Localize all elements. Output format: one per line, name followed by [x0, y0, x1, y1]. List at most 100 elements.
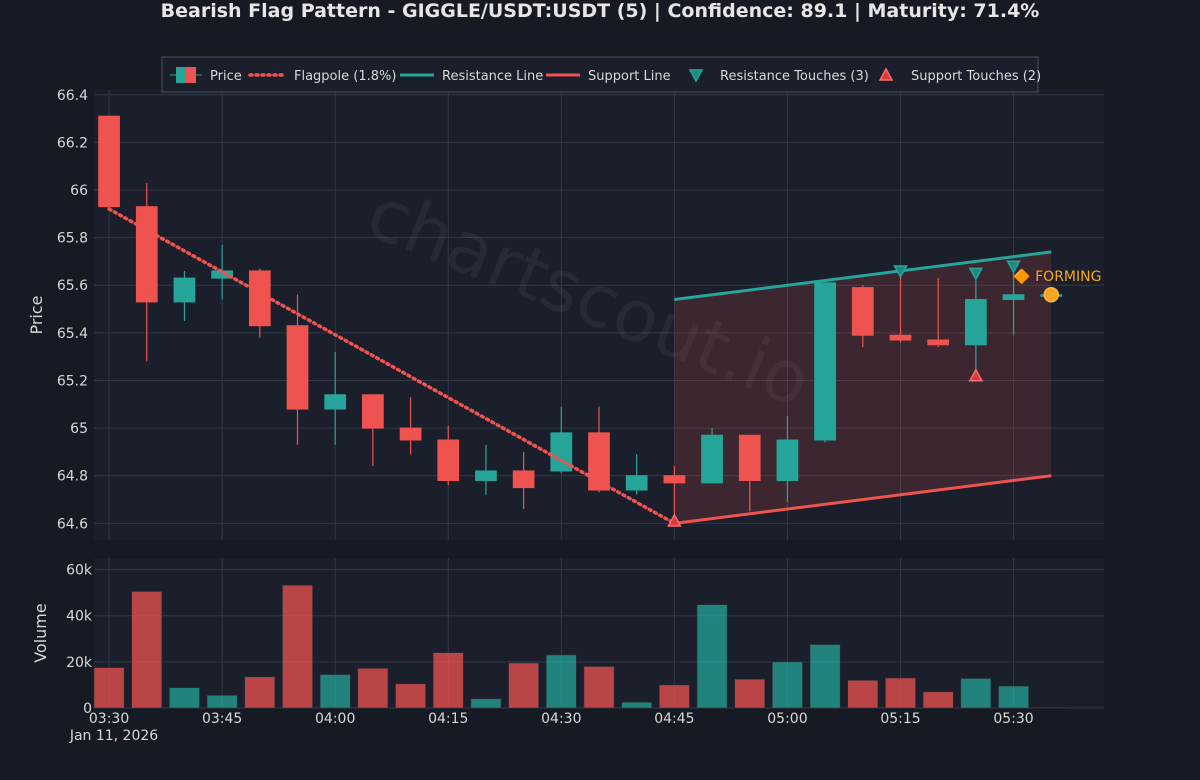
- price-axis-ticks: 64.6 64.8 65 65.2 65.4 65.6 65.8 66 66.2 66.4: [57, 88, 88, 533]
- volume-axis-ticks: 0 20k 40k 60k: [66, 563, 93, 717]
- legend-box: [161, 56, 1039, 93]
- candle-body-up: [550, 432, 573, 472]
- candle-body-down: [135, 206, 158, 303]
- candle-body-down: [98, 115, 120, 208]
- candle-body-up: [776, 439, 799, 481]
- candle-body-up: [1002, 294, 1025, 301]
- volume-bar-up: [470, 698, 502, 709]
- pattern-lines-layer: [107, 207, 1052, 526]
- price-tick-label: 65.2: [57, 373, 88, 389]
- volume-bar-down: [508, 662, 540, 709]
- resistance-touch-marker: [968, 267, 984, 281]
- volume-bar-up: [319, 674, 351, 709]
- price-tick-label: 66.2: [57, 135, 88, 151]
- volume-bar-down: [847, 680, 879, 709]
- legend-label: Flagpole (1.8%): [294, 69, 396, 84]
- time-tick-label: 04:30: [541, 711, 581, 727]
- volume-bar-up: [772, 661, 803, 709]
- legend-label: Resistance Line: [442, 69, 543, 84]
- volume-bar-down: [244, 676, 276, 709]
- candle-body-up: [475, 470, 497, 481]
- date-label: Jan 11, 2026: [69, 728, 158, 744]
- volume-bar-up: [621, 701, 653, 709]
- volume-bar-down: [583, 666, 615, 709]
- time-axis-ticks: 03:30 03:45 04:00 04:15 04:30 04:45 05:00 05:15…: [89, 711, 1034, 727]
- flagpole-line: [107, 207, 677, 526]
- candle-body-down: [588, 432, 610, 491]
- volume-bar-down: [734, 678, 766, 709]
- candle-body-down: [512, 470, 535, 489]
- candle-body-down: [663, 475, 686, 484]
- volume-bar-up: [998, 685, 1029, 709]
- volume-tick-label: 0: [83, 701, 92, 717]
- volume-bar-up: [545, 654, 577, 709]
- candle-body-up: [701, 434, 723, 484]
- volume-bar-down: [131, 591, 163, 709]
- candle-body-up: [625, 475, 648, 491]
- volume-bar-up: [809, 644, 841, 709]
- price-tick-label: 65.8: [57, 231, 88, 247]
- time-tick-label: 05:00: [767, 711, 807, 727]
- flag-pattern-layer: [674, 251, 1052, 524]
- candle-body-down: [889, 334, 912, 341]
- price-tick-label: 64.8: [57, 469, 88, 485]
- candle-body-down: [927, 339, 950, 346]
- support-touch-marker: [667, 513, 682, 527]
- price-tick-label: 66: [70, 183, 88, 199]
- price-grid: [94, 94, 1104, 524]
- volume-bar-down: [357, 668, 389, 709]
- candle-body-down: [362, 394, 384, 429]
- support-line: [674, 474, 1052, 525]
- candle-body-up: [324, 394, 347, 410]
- touch-markers-layer: 🔶 FORMING: [667, 260, 1101, 527]
- price-tick-label: 65.6: [57, 278, 88, 294]
- legend-price-swatch-down: [186, 67, 196, 83]
- time-tick-label: 04:45: [654, 711, 694, 727]
- price-tick-label: 66.4: [57, 88, 88, 104]
- legend-resistance-touch-swatch: [688, 69, 704, 83]
- volume-tick-label: 40k: [66, 609, 93, 625]
- chart-title: Bearish Flag Pattern - GIGGLE/USDT:USDT …: [161, 0, 1040, 22]
- time-tick-label: 05:30: [993, 711, 1033, 727]
- legend-label: Support Line: [588, 69, 671, 84]
- resistance-line: [674, 250, 1052, 302]
- volume-bar-down: [885, 677, 916, 709]
- candle-body-up: [814, 282, 836, 441]
- pattern-status-label: 🔶 FORMING: [1013, 268, 1101, 285]
- support-touch-marker: [968, 368, 984, 382]
- volume-bar-down: [922, 691, 954, 709]
- legend-support-touch-swatch: [878, 67, 894, 81]
- volume-bar-down: [395, 683, 426, 709]
- volume-tick-label: 60k: [66, 563, 93, 579]
- volume-tick-label: 20k: [66, 655, 93, 671]
- candle-body-down: [437, 439, 460, 481]
- volume-bar-up: [696, 604, 728, 709]
- volume-bar-up: [169, 687, 200, 709]
- volume-bars-layer: [93, 584, 1067, 709]
- current-price-dot: [1043, 287, 1059, 303]
- resistance-touch-marker: [1006, 260, 1021, 274]
- volume-axis-title: Volume: [31, 603, 50, 663]
- volume-bar-down: [93, 667, 125, 709]
- candle-body-down: [399, 427, 422, 441]
- time-tick-label: 05:15: [880, 711, 920, 727]
- volume-bar-up: [960, 678, 992, 709]
- volume-bar-down: [282, 584, 313, 709]
- price-tick-label: 65.4: [57, 326, 88, 342]
- legend-price-swatch-up: [176, 67, 186, 83]
- volume-bar-up: [206, 695, 238, 709]
- time-tick-label: 03:45: [202, 711, 242, 727]
- candle-body-down: [248, 270, 271, 327]
- candle-body-down: [738, 434, 761, 481]
- resistance-touch-marker: [893, 265, 908, 279]
- price-tick-label: 65: [70, 421, 88, 437]
- legend-label: Resistance Touches (3): [720, 69, 869, 84]
- candle-body-down: [286, 325, 309, 410]
- chart-legend: Price Flagpole (1.8%) Resistance Line Suppo…: [161, 56, 1041, 93]
- volume-bar-down: [432, 652, 464, 709]
- volume-bar-down: [658, 684, 690, 709]
- candle-body-up: [965, 299, 987, 346]
- legend-label: Support Touches (2): [911, 69, 1041, 84]
